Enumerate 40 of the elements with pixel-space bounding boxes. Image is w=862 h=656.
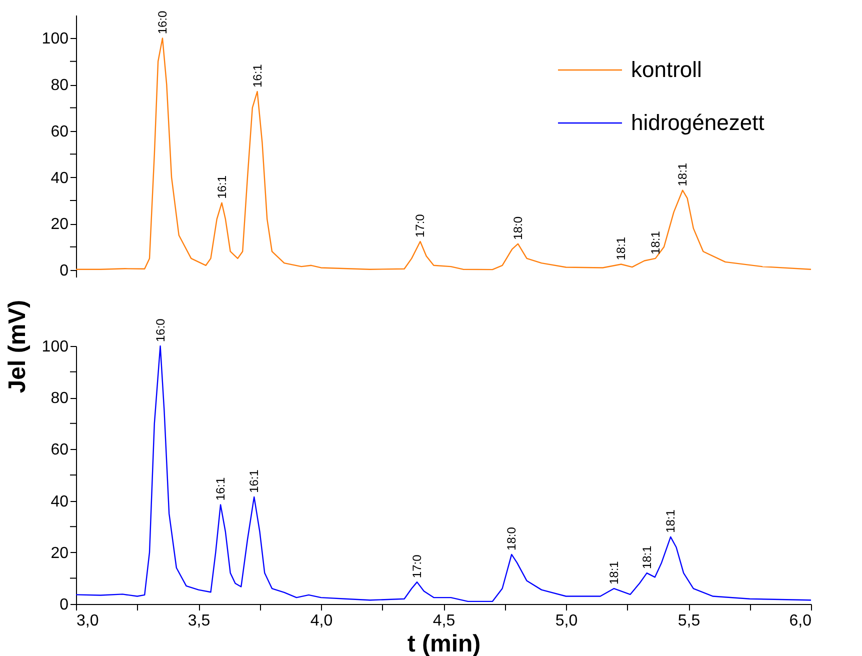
legend-label: kontroll	[631, 57, 702, 82]
annotation: 18:0	[510, 216, 525, 240]
annotation: 16:1	[250, 64, 264, 88]
x-tick-label: 4,0	[310, 612, 333, 630]
y-tick-label: 20	[50, 544, 69, 562]
y-tick-label: 100	[42, 30, 69, 48]
x-tick-label: 4,5	[432, 612, 456, 630]
annotation: 17:0	[410, 554, 424, 578]
line-series	[75, 38, 812, 270]
y-tick-label: 60	[50, 123, 69, 140]
annotation: 18:1	[664, 509, 678, 533]
y-tick-label: 40	[50, 493, 69, 510]
y-tick-label: 0	[60, 262, 69, 280]
annotation: 18:0	[504, 526, 519, 550]
y-tick-label: 60	[50, 442, 69, 459]
y-tick-label: 20	[50, 216, 69, 234]
legend-label: hidrogénezett	[631, 110, 764, 135]
annotation: 18:1	[648, 230, 662, 254]
annotation: 17:0	[413, 214, 428, 238]
annotation: 16:1	[214, 476, 228, 501]
annotation: 16:1	[214, 175, 229, 199]
x-tick-label: 5,5	[678, 612, 700, 630]
x-tick-label: 3,0	[76, 612, 99, 630]
annotation: 18:1	[640, 545, 654, 570]
y-tick-label: 0	[60, 596, 69, 614]
annotation: 18:1	[614, 236, 628, 260]
y-tick-label: 100	[42, 338, 69, 356]
annotation: 18:1	[676, 162, 690, 186]
line-series	[75, 345, 812, 602]
x-tick-label: 3,5	[188, 612, 210, 630]
x-tick-label: 5,0	[555, 612, 578, 630]
annotation: 18:1	[607, 560, 622, 585]
y-axis-title: Jel (mV)	[4, 300, 31, 394]
annotation: 16:0	[155, 10, 170, 34]
y-tick-label: 40	[50, 170, 69, 187]
y-tick-label: 80	[50, 77, 69, 94]
x-tick-label: 6,0	[789, 612, 812, 630]
annotation: 16:0	[153, 318, 168, 342]
annotation: 16:1	[247, 469, 262, 493]
y-tick-label: 80	[50, 390, 69, 408]
